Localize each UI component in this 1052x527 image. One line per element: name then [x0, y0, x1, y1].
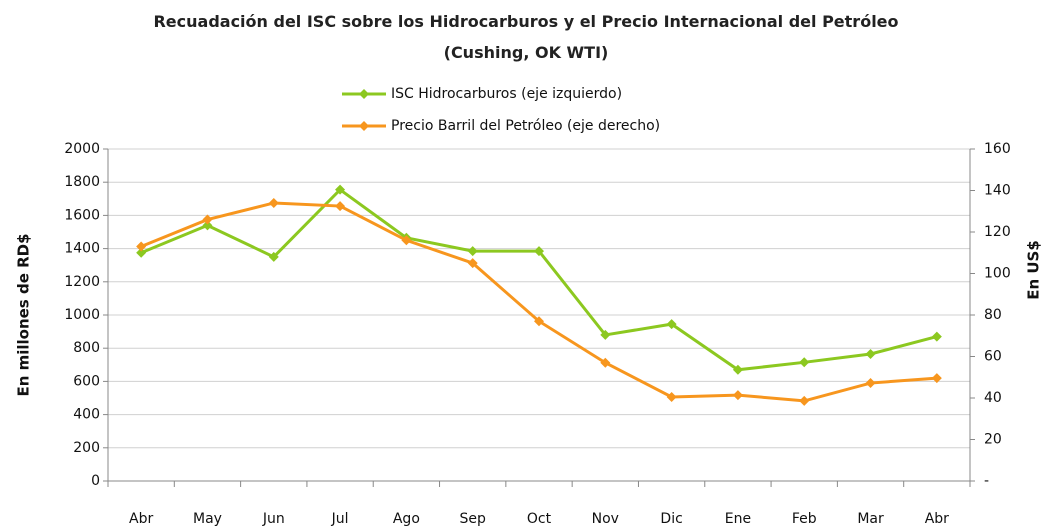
y2-axis-title: En US$ [1025, 240, 1043, 300]
y2-tick-label: 100 [984, 266, 1011, 282]
point [534, 246, 544, 257]
legend-label: ISC Hidrocarburos (eje izquierdo) [391, 86, 622, 102]
x-tick-label: Ago [393, 511, 420, 527]
legend-marker [359, 121, 369, 131]
point [268, 197, 279, 208]
point [600, 357, 611, 368]
y-tick-label: 200 [73, 440, 100, 456]
point [600, 329, 611, 340]
chart-title: Recuadación del ISC sobre los Hidrocarbu… [153, 12, 899, 62]
y-tick-label: 400 [73, 407, 100, 423]
point [799, 357, 810, 368]
point [732, 364, 743, 375]
y2-tick-label: 140 [984, 183, 1011, 199]
y2-tick-label: 40 [984, 390, 1002, 406]
y-axis-title: En millones de RD$ [15, 233, 33, 396]
x-tick-label: Jul [331, 511, 349, 527]
y-tick-label: 800 [73, 340, 100, 356]
x-tick-label: Ene [725, 511, 751, 527]
y-tick-label: 1800 [64, 174, 100, 190]
point [931, 373, 942, 384]
point [865, 378, 876, 389]
x-tick-label: Abr [925, 511, 949, 527]
y-tick-label: 0 [91, 473, 100, 489]
point [732, 390, 743, 401]
series-line [140, 201, 937, 403]
point [865, 349, 876, 360]
x-tick-label: Mar [857, 511, 884, 527]
y2-tick-label: 60 [984, 349, 1002, 365]
y-tick-label: 1400 [64, 241, 100, 257]
y2-tick-label: 160 [984, 141, 1011, 157]
point [401, 235, 412, 246]
y-tick-label: 1000 [64, 307, 100, 323]
y2-tick-label: 80 [984, 307, 1002, 323]
x-tick-label: Oct [527, 511, 552, 527]
point [202, 220, 213, 231]
y2-tick-label: 120 [984, 224, 1011, 240]
point [666, 391, 677, 402]
point [136, 247, 147, 258]
x-tick-label: May [193, 511, 222, 527]
x-tick-label: Abr [129, 511, 153, 527]
point [467, 246, 478, 257]
point [931, 331, 942, 342]
x-tick-label: Feb [792, 511, 817, 527]
y2-tick-label: - [984, 473, 989, 489]
x-tick-label: Dic [660, 511, 682, 527]
legend-label: Precio Barril del Petróleo (eje derecho) [391, 118, 660, 134]
point [799, 395, 810, 406]
point [467, 258, 478, 269]
point [335, 201, 346, 212]
point [534, 316, 544, 327]
point [136, 241, 147, 252]
point [666, 319, 677, 330]
y-tick-label: 1200 [64, 274, 100, 290]
point [335, 184, 346, 195]
point [202, 214, 213, 225]
series-line [140, 187, 938, 372]
x-tick-label: Sep [459, 511, 486, 527]
legend-marker [359, 89, 369, 99]
x-tick-label: Nov [592, 511, 619, 527]
y-tick-label: 600 [73, 373, 100, 389]
x-tick-label: Jun [262, 511, 285, 527]
point [268, 251, 279, 262]
y2-tick-label: 20 [984, 432, 1002, 448]
y-tick-label: 2000 [64, 141, 100, 157]
y-tick-label: 1600 [64, 207, 100, 223]
